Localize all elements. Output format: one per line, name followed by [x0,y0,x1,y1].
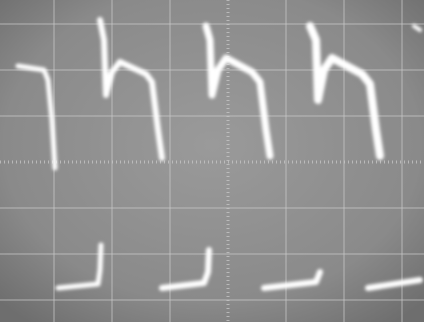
waveforms [15,17,423,291]
upper-trace [97,17,165,161]
lower-trace [55,242,104,291]
upper-trace [306,22,384,160]
lower-trace [365,277,423,291]
upper-trace [412,24,422,32]
lower-trace [261,269,323,291]
upper-trace [202,22,274,160]
upper-trace [15,63,58,171]
lower-trace [159,247,212,291]
